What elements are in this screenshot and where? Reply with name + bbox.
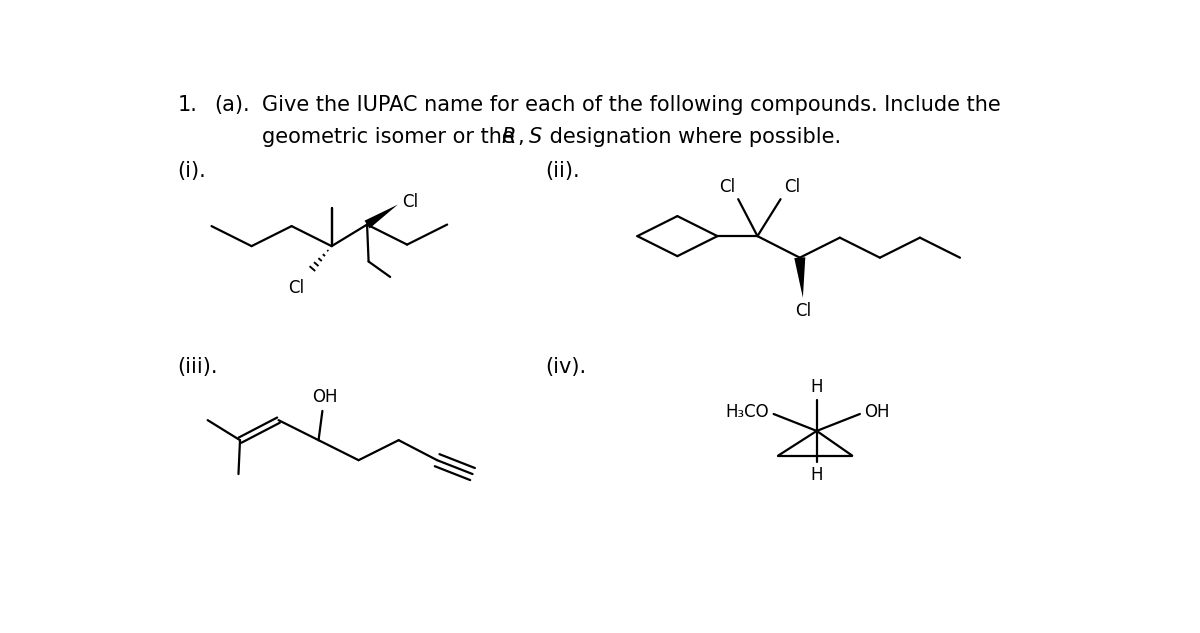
Polygon shape [794,257,805,298]
Text: designation where possible.: designation where possible. [544,127,841,147]
Text: S: S [529,127,542,147]
Text: 1.: 1. [178,95,198,115]
Text: R: R [502,127,516,147]
Text: Give the IUPAC name for each of the following compounds. Include the: Give the IUPAC name for each of the foll… [263,95,1001,115]
Text: ,: , [517,127,524,147]
Polygon shape [365,204,398,229]
Text: Cl: Cl [288,279,304,298]
Text: H₃CO: H₃CO [725,403,769,422]
Text: Cl: Cl [784,178,799,196]
Text: (ii).: (ii). [546,161,581,182]
Text: Cl: Cl [402,193,419,211]
Text: (a).: (a). [215,95,251,115]
Text: geometric isomer or the: geometric isomer or the [263,127,522,147]
Text: H: H [810,377,823,396]
Text: Cl: Cl [719,178,736,196]
Text: (i).: (i). [178,161,206,182]
Text: OH: OH [864,403,890,422]
Text: OH: OH [312,387,337,406]
Text: (iii).: (iii). [178,357,218,377]
Text: Cl: Cl [794,303,811,320]
Text: (iv).: (iv). [546,357,587,377]
Text: H: H [810,467,823,484]
